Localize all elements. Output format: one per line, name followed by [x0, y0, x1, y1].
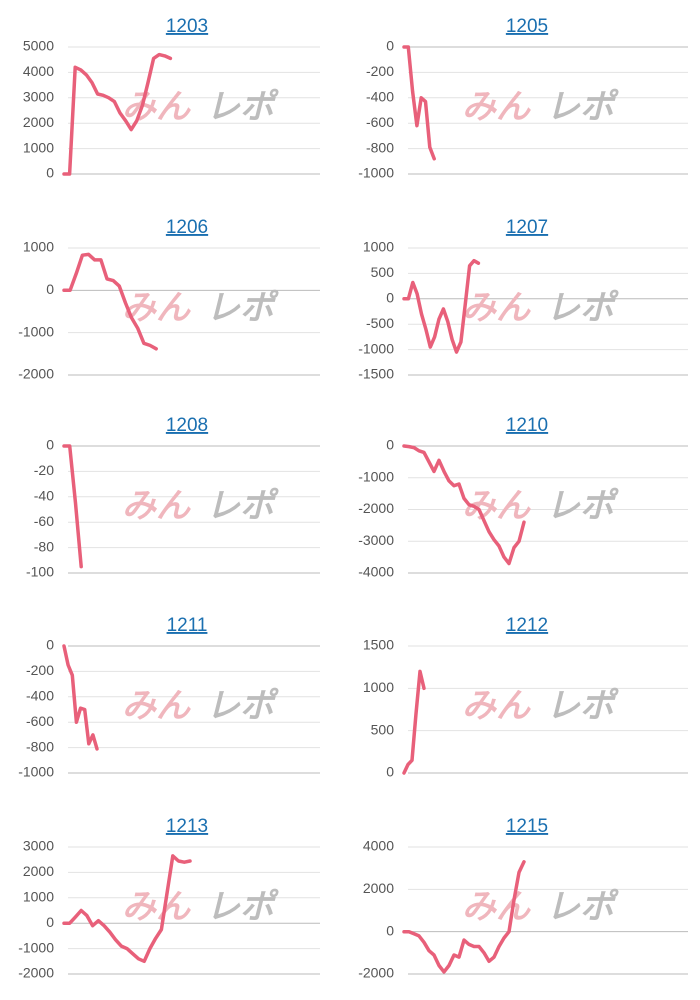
y-tick-label: -200 — [366, 63, 394, 79]
y-tick-label: -2000 — [18, 366, 54, 382]
watermark: レポ — [206, 687, 279, 725]
watermark: みん — [122, 687, 191, 725]
y-tick-label: 0 — [46, 165, 54, 181]
watermark: みん — [462, 888, 531, 926]
data-line — [402, 444, 526, 566]
y-tick-label: -20 — [34, 462, 54, 478]
y-tick-label: 0 — [46, 637, 54, 653]
y-tick-label: -1000 — [358, 165, 394, 181]
y-tick-label: -600 — [26, 713, 54, 729]
watermark: レポ — [206, 88, 279, 126]
y-tick-label: 1000 — [363, 679, 394, 695]
y-tick-label: -40 — [34, 488, 54, 504]
watermark: レポ — [206, 487, 279, 525]
y-tick-label: 1500 — [363, 637, 394, 653]
y-tick-label: 0 — [386, 38, 394, 54]
watermark: レポ — [206, 289, 279, 327]
watermark: みん — [122, 88, 191, 126]
data-line — [62, 444, 83, 569]
y-tick-label: -60 — [34, 513, 54, 529]
y-tick-label: -1500 — [358, 366, 394, 382]
y-tick-label: 1000 — [23, 139, 54, 155]
watermark: みん — [462, 289, 531, 327]
watermark: みん — [462, 687, 531, 725]
data-line — [62, 644, 99, 751]
y-tick-label: 2000 — [23, 863, 54, 879]
y-tick-label: 5000 — [23, 38, 54, 54]
watermark: レポ — [546, 888, 619, 926]
y-tick-label: 0 — [386, 764, 394, 780]
y-tick-label: 0 — [46, 281, 54, 297]
y-tick-label: -100 — [26, 564, 54, 580]
y-tick-label: -1000 — [18, 939, 54, 955]
data-line — [62, 52, 173, 176]
chart-title[interactable]: 1203 — [166, 16, 208, 37]
watermark: レポ — [206, 888, 279, 926]
watermark: レポ — [546, 88, 619, 126]
y-tick-label: -1000 — [18, 323, 54, 339]
y-tick-label: 3000 — [23, 838, 54, 854]
y-tick-label: -600 — [366, 114, 394, 130]
chart-title[interactable]: 1205 — [506, 16, 548, 37]
chart-title[interactable]: 1212 — [506, 615, 548, 636]
y-tick-label: -2000 — [358, 965, 394, 981]
y-tick-label: -2000 — [18, 965, 54, 981]
y-tick-label: -400 — [366, 89, 394, 105]
y-tick-label: -2000 — [358, 500, 394, 516]
y-tick-label: -4000 — [358, 564, 394, 580]
watermark: みん — [122, 487, 191, 525]
y-tick-label: -1000 — [358, 340, 394, 356]
data-line — [62, 252, 158, 351]
chart-title[interactable]: 1213 — [166, 816, 208, 837]
y-tick-label: -1000 — [358, 468, 394, 484]
watermark: レポ — [546, 687, 619, 725]
y-tick-label: 0 — [386, 290, 394, 306]
y-tick-label: -3000 — [358, 532, 394, 548]
data-line — [402, 860, 526, 974]
y-tick-label: 0 — [46, 437, 54, 453]
watermark: みん — [122, 888, 191, 926]
y-tick-label: -1000 — [18, 764, 54, 780]
watermark: レポ — [546, 487, 619, 525]
y-tick-label: 1000 — [23, 889, 54, 905]
watermark: みん — [462, 88, 531, 126]
y-tick-label: -80 — [34, 538, 54, 554]
chart-title[interactable]: 1206 — [166, 217, 208, 238]
y-tick-label: -800 — [366, 139, 394, 155]
y-tick-label: -400 — [26, 688, 54, 704]
y-tick-label: -500 — [366, 315, 394, 331]
y-tick-label: 1000 — [23, 239, 54, 255]
chart-title[interactable]: 1208 — [166, 415, 208, 436]
y-tick-label: 0 — [386, 437, 394, 453]
data-line — [62, 854, 192, 964]
data-line — [402, 45, 436, 161]
y-tick-label: 4000 — [363, 838, 394, 854]
watermark: レポ — [546, 289, 619, 327]
y-tick-label: 1000 — [363, 239, 394, 255]
chart-title[interactable]: 1215 — [506, 816, 548, 837]
data-line — [402, 669, 426, 775]
chart-title[interactable]: 1207 — [506, 217, 548, 238]
y-tick-label: -800 — [26, 738, 54, 754]
y-tick-label: 500 — [371, 721, 395, 737]
y-tick-label: 0 — [46, 914, 54, 930]
y-tick-label: 2000 — [23, 114, 54, 130]
chart-title[interactable]: 1210 — [506, 415, 548, 436]
y-tick-label: 4000 — [23, 63, 54, 79]
y-tick-label: 500 — [371, 264, 395, 280]
y-tick-label: -200 — [26, 662, 54, 678]
y-tick-label: 3000 — [23, 89, 54, 105]
data-line — [402, 258, 481, 354]
y-tick-label: 2000 — [363, 880, 394, 896]
chart-title[interactable]: 1211 — [167, 615, 208, 636]
y-tick-label: 0 — [386, 922, 394, 938]
